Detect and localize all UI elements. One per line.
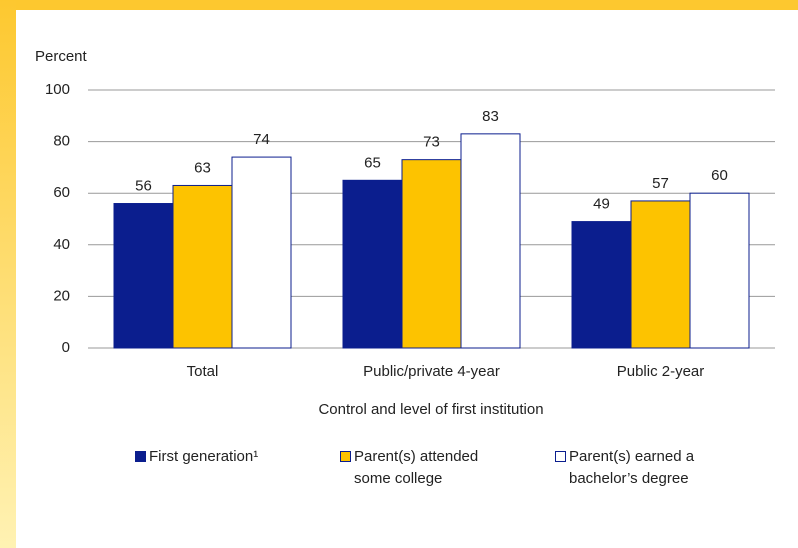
y-tick-label: 0 [62, 339, 70, 356]
data-label: 73 [423, 134, 440, 151]
y-tick-label: 60 [53, 184, 70, 201]
bar [630, 200, 691, 349]
legend-swatch [135, 451, 146, 462]
legend-swatch [340, 451, 351, 462]
y-tick-label: 40 [53, 236, 70, 253]
data-label: 57 [652, 175, 669, 192]
legend-label: Parent(s) attended some college [354, 448, 479, 487]
legend-item: Parent(s) attended some college [340, 446, 504, 490]
data-label: 83 [482, 108, 499, 125]
legend-item: Parent(s) earned a bachelor’s degree [555, 446, 744, 490]
y-axis-label: Percent [35, 48, 88, 65]
bar [401, 159, 462, 349]
y-tick-label: 20 [53, 287, 70, 304]
x-axis-label: Control and level of first institution [318, 401, 543, 418]
left-border [0, 0, 16, 548]
bar [172, 184, 233, 349]
bar [460, 133, 521, 349]
legend-swatch [555, 451, 566, 462]
y-tick-label: 100 [45, 81, 70, 98]
bar [571, 221, 632, 349]
data-label: 56 [135, 177, 152, 194]
top-border [0, 0, 798, 10]
bar [342, 179, 403, 349]
x-tick-label: Public 2-year [617, 363, 705, 380]
y-tick-label: 80 [53, 133, 70, 150]
legend-item: First generation¹ [135, 446, 329, 468]
data-label: 60 [711, 167, 728, 184]
bar [689, 192, 750, 349]
data-label: 49 [593, 196, 610, 213]
data-label: 63 [194, 159, 211, 176]
legend-label: First generation¹ [149, 448, 259, 465]
data-label: 74 [253, 131, 270, 148]
legend-label: Parent(s) earned a bachelor’s degree [569, 448, 695, 487]
bar [113, 203, 174, 349]
x-tick-label: Public/private 4-year [363, 363, 500, 380]
x-tick-label: Total [187, 363, 219, 380]
data-label: 65 [364, 154, 381, 171]
bar [231, 156, 292, 349]
